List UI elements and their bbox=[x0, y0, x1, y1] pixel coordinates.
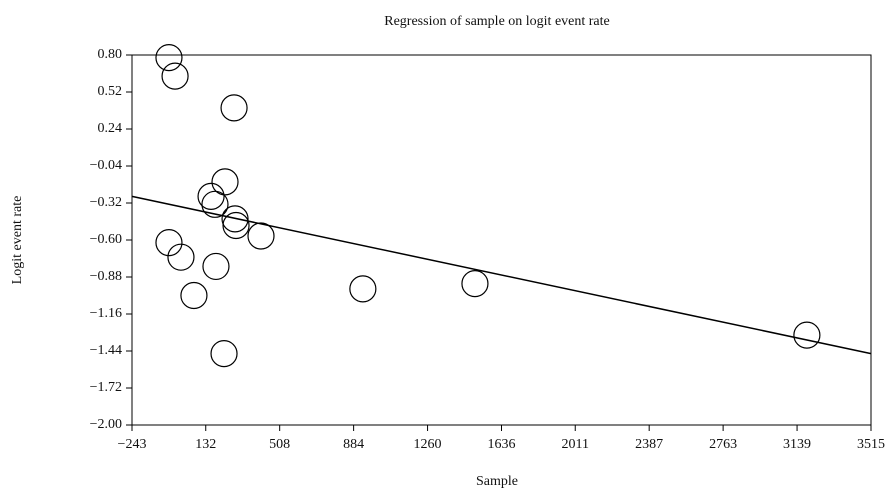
x-tick-label: 3515 bbox=[857, 437, 885, 452]
point bbox=[210, 340, 238, 368]
y-tick-label: −0.32 bbox=[90, 195, 122, 210]
x-tick-label: 884 bbox=[343, 437, 364, 452]
x-axis-label: Sample bbox=[476, 474, 518, 489]
point bbox=[180, 281, 208, 310]
y-tick-label: 0.24 bbox=[98, 121, 123, 136]
point bbox=[167, 243, 195, 271]
x-tick-label: 3139 bbox=[783, 437, 811, 452]
point bbox=[161, 62, 189, 90]
point bbox=[221, 205, 249, 233]
x-tick-label: −243 bbox=[118, 437, 147, 452]
y-tick-label: 0.52 bbox=[98, 84, 123, 99]
x-tick-label: 508 bbox=[269, 437, 290, 452]
y-tick-label: −2.00 bbox=[90, 417, 122, 432]
point bbox=[247, 222, 275, 250]
point bbox=[155, 44, 183, 72]
y-tick-label: −1.44 bbox=[90, 343, 122, 358]
x-tick-label: 1636 bbox=[488, 437, 516, 452]
x-tick-label: 2763 bbox=[709, 437, 737, 452]
x-tick-label: 2387 bbox=[635, 437, 663, 452]
plot-frame bbox=[131, 54, 872, 426]
y-tick-label: −0.60 bbox=[90, 232, 122, 247]
point bbox=[155, 229, 183, 257]
point bbox=[461, 270, 489, 298]
y-tick-label: 0.80 bbox=[98, 47, 123, 62]
point bbox=[201, 190, 229, 218]
point bbox=[793, 321, 821, 349]
x-tick-label: 2011 bbox=[562, 437, 589, 452]
point bbox=[222, 211, 250, 240]
y-tick-label: −0.04 bbox=[90, 158, 122, 173]
x-tick-label: 132 bbox=[195, 437, 216, 452]
x-tick-label: 1260 bbox=[414, 437, 442, 452]
y-axis-label: Logit event rate bbox=[10, 196, 25, 285]
y-tick-label: −0.88 bbox=[90, 269, 122, 284]
y-tick-label: −1.72 bbox=[90, 380, 122, 395]
y-tick-label: −1.16 bbox=[90, 306, 122, 321]
point bbox=[349, 275, 377, 303]
chart-title: Regression of sample on logit event rate bbox=[384, 14, 610, 29]
regression-line bbox=[131, 195, 872, 355]
point bbox=[211, 168, 239, 196]
point bbox=[197, 182, 225, 210]
point bbox=[220, 94, 248, 122]
point bbox=[202, 252, 230, 281]
